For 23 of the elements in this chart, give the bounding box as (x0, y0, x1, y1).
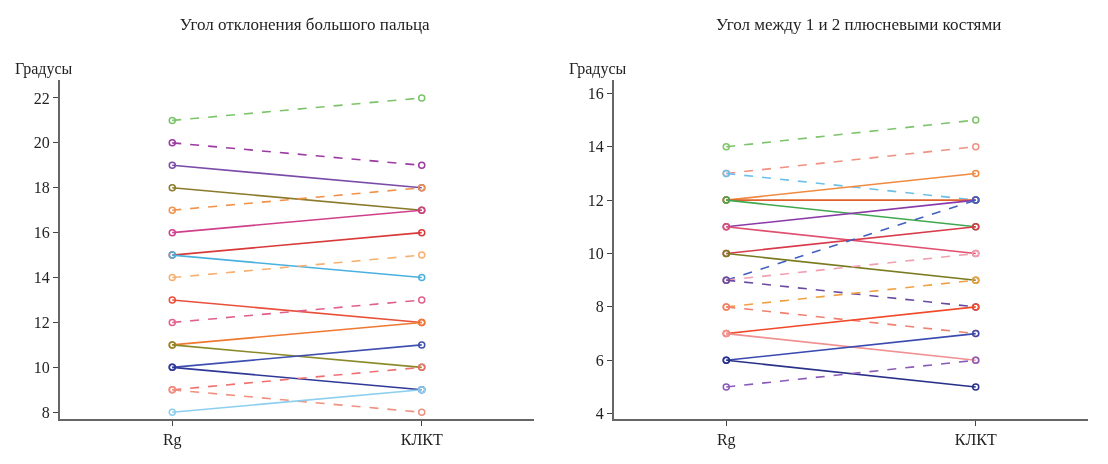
y-axis-title: Градусы (15, 60, 73, 78)
y-tick-label: 12 (587, 191, 604, 209)
x-tick-label: КЛКТ (954, 431, 997, 449)
y-tick-label: 4 (595, 405, 604, 423)
y-axis-title: Градусы (569, 60, 627, 78)
chart-title: Угол между 1 и 2 плюсневыми костями (716, 15, 1002, 35)
y-tick-label: 6 (595, 351, 604, 369)
y-tick-label: 16 (33, 224, 50, 242)
y-tick-label: 10 (587, 245, 604, 263)
y-tick-label: 18 (33, 179, 50, 197)
x-tick-label: Rg (162, 431, 182, 450)
y-tick-label: 10 (33, 358, 50, 376)
x-tick-label: КЛКТ (400, 431, 443, 449)
y-tick-label: 14 (33, 269, 50, 287)
y-tick-label: 20 (33, 134, 50, 152)
y-tick-label: 12 (33, 314, 50, 332)
y-tick-label: 16 (587, 84, 604, 102)
y-tick-label: 14 (587, 138, 604, 156)
y-tick-label: 8 (41, 403, 50, 421)
y-tick-label: 8 (595, 298, 604, 316)
chart-title: Угол отклонения большого пальца (179, 15, 430, 35)
x-tick-label: Rg (716, 431, 736, 450)
y-tick-label: 22 (33, 89, 50, 107)
